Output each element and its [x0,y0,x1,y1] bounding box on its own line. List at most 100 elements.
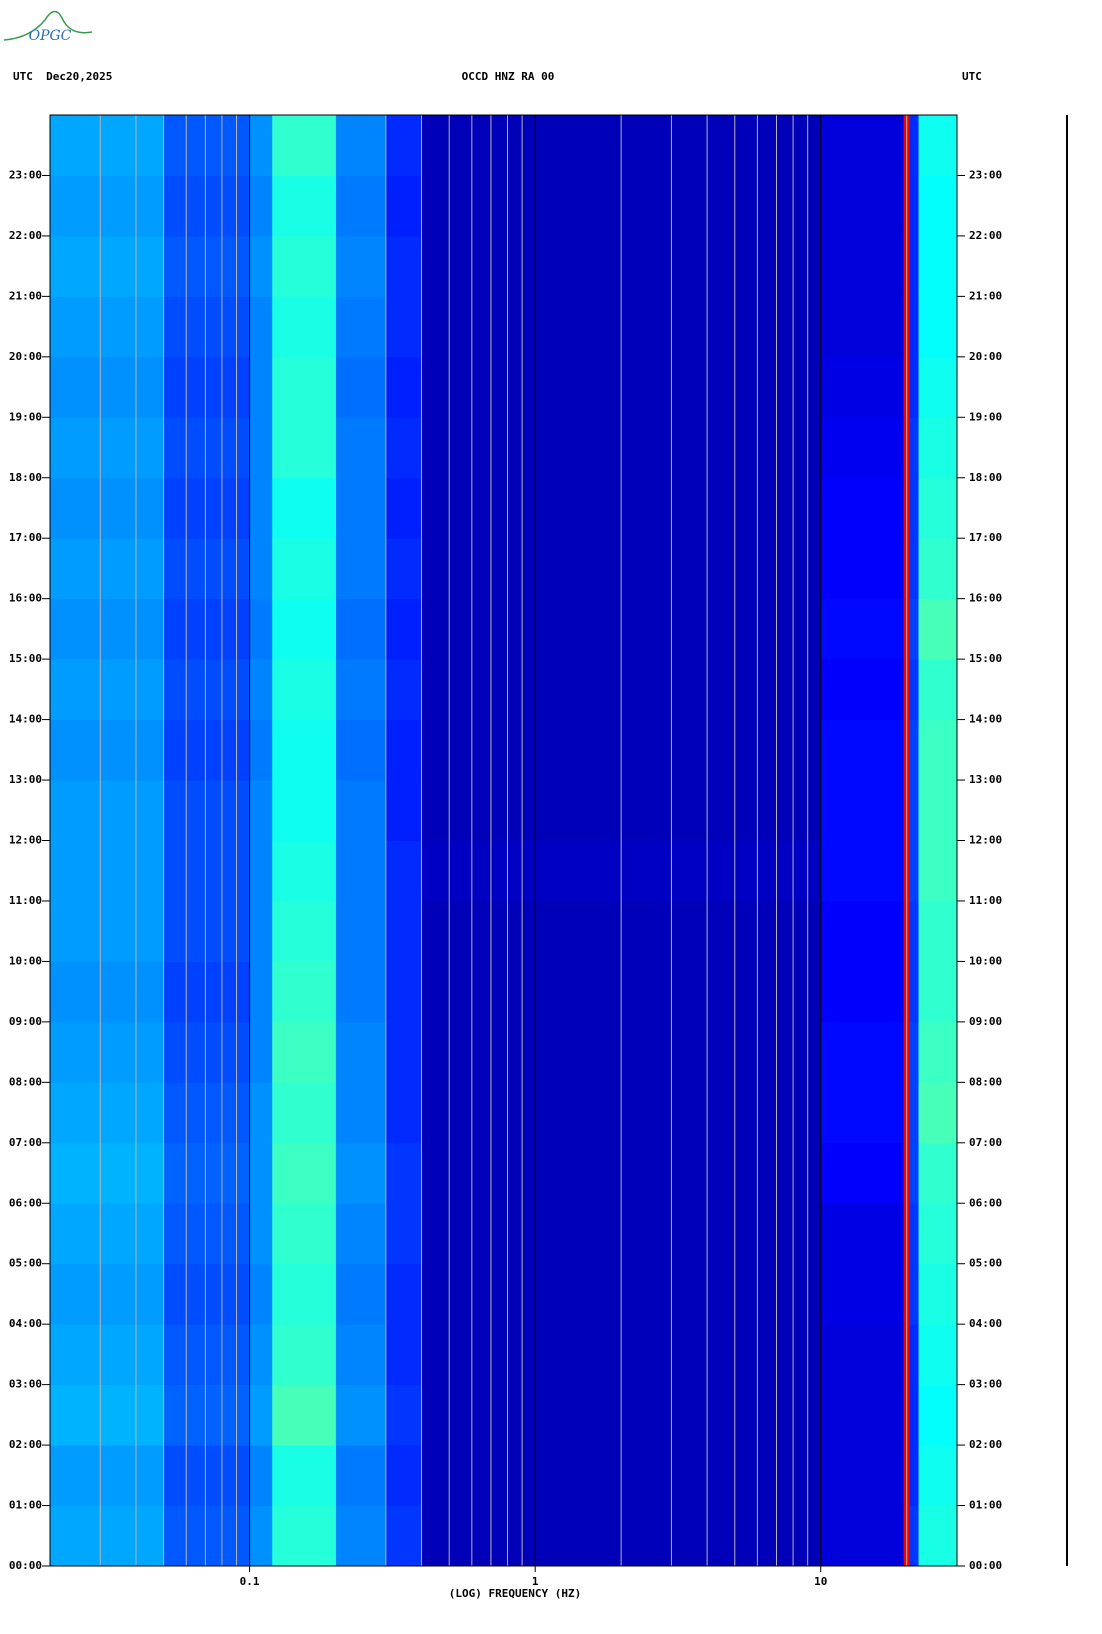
y-tick-label: 01:00 [9,1499,42,1512]
power-cell [272,780,337,841]
y-tick-label: 13:00 [969,773,1002,786]
power-cell [249,296,273,358]
power-cell [820,1142,905,1204]
power-cell [249,477,273,539]
power-cell [272,296,337,358]
power-cell [272,538,337,600]
power-cell [272,1324,337,1386]
power-cell [50,1082,165,1144]
power-cell [272,1021,337,1083]
y-tick-label: 18:00 [969,471,1002,484]
y-tick-label: 02:00 [969,1438,1002,1451]
power-cell [909,1021,920,1083]
power-cell [163,1324,251,1386]
power-cell [909,1203,920,1265]
y-tick-label: 07:00 [9,1136,42,1149]
power-cell [918,719,958,781]
power-cell [820,296,905,358]
power-cell [50,961,165,1023]
power-cell [50,538,165,600]
power-cell [272,1082,337,1144]
power-cell [918,356,958,418]
power-cell [909,961,920,1023]
power-cell [909,477,920,539]
power-cell [909,175,920,237]
power-cell [385,1445,423,1507]
y-tick-label: 01:00 [969,1499,1002,1512]
power-cell [385,115,423,176]
power-cell [820,477,905,539]
power-cell [385,900,423,962]
power-cell [272,840,337,902]
power-cell [50,235,165,297]
power-cell [335,840,387,902]
power-cell [163,1082,251,1144]
y-tick-label: 05:00 [969,1257,1002,1270]
power-cell [820,1263,905,1325]
y-tick-label: 02:00 [9,1438,42,1451]
power-cell [272,175,337,237]
power-cell [385,961,423,1023]
x-tick-label: 1 [532,1575,539,1588]
power-cell [163,719,251,781]
power-cell [249,115,273,176]
power-cell [272,417,337,479]
y-tick-label: 22:00 [969,229,1002,242]
power-cell [918,175,958,237]
power-cell [385,1384,423,1446]
power-cell [335,417,387,479]
power-cell [335,1203,387,1265]
power-cell [50,115,165,176]
power-cell [385,296,423,358]
power-cell [249,1324,273,1386]
power-cell [50,1263,165,1325]
power-cell [918,598,958,660]
power-cell [385,659,423,721]
power-cell [385,477,423,539]
power-cell [50,175,165,237]
power-cell [272,1505,337,1567]
y-tick-label: 11:00 [969,894,1002,907]
power-cell [820,115,905,176]
x-tick-label: 0.1 [240,1575,260,1588]
power-cell [163,1445,251,1507]
power-cell [335,659,387,721]
power-cell [335,1263,387,1325]
power-cell [820,961,905,1023]
y-tick-label: 10:00 [969,954,1002,967]
power-cell [249,659,273,721]
power-cell [163,538,251,600]
power-cell [820,417,905,479]
power-cell [918,538,958,600]
y-tick-label: 16:00 [9,592,42,605]
y-tick-label: 15:00 [969,652,1002,665]
power-cell [272,719,337,781]
y-tick-label: 09:00 [969,1015,1002,1028]
power-cell [249,1445,273,1507]
power-cell [249,961,273,1023]
y-tick-label: 16:00 [969,592,1002,605]
y-tick-label: 14:00 [9,713,42,726]
power-cell [918,900,958,962]
power-cell [909,1082,920,1144]
power-cell [385,598,423,660]
y-tick-label: 19:00 [9,410,42,423]
power-cell [50,417,165,479]
power-cell [50,840,165,902]
power-cell [909,296,920,358]
power-cell [335,356,387,418]
power-cell [385,1203,423,1265]
power-cell [918,1203,958,1265]
power-cell [163,296,251,358]
power-cell [820,1082,905,1144]
power-cell [918,1082,958,1144]
power-cell [909,1445,920,1507]
power-cell [335,1082,387,1144]
power-cell [50,719,165,781]
power-cell [820,659,905,721]
y-tick-label: 22:00 [9,229,42,242]
power-cell [272,1263,337,1325]
power-cell [909,719,920,781]
power-cell [335,477,387,539]
